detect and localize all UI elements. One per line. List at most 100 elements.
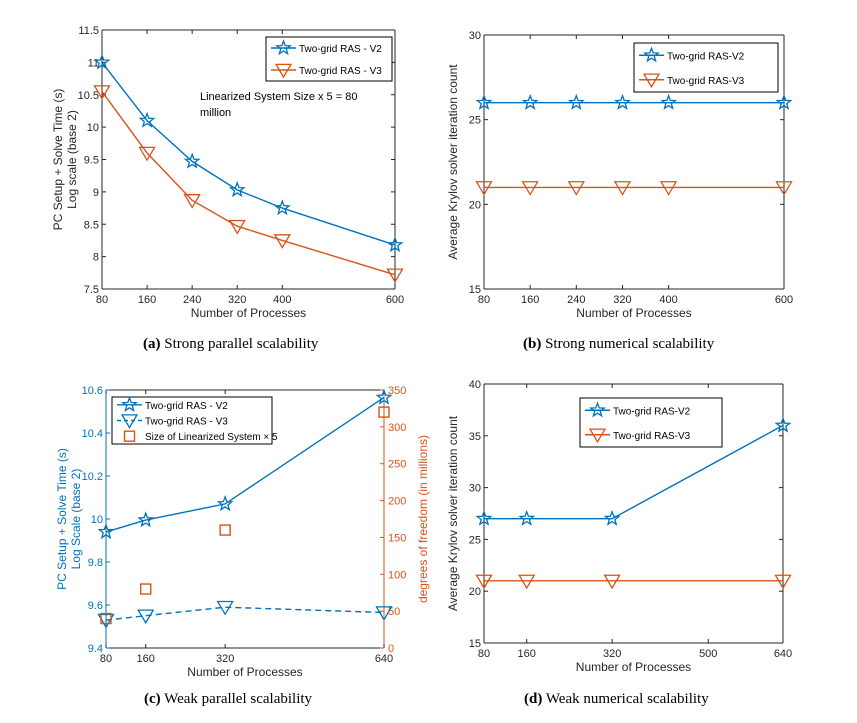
data-point: [375, 606, 393, 621]
caption-d: (d) Weak numerical scalability: [524, 691, 709, 708]
data-point: [93, 85, 111, 100]
data-point: [660, 93, 678, 110]
annotation-text: million: [200, 107, 231, 119]
series-two-grid-ras-v2: [93, 53, 404, 253]
legend-marker: [274, 63, 293, 79]
data-point: [518, 574, 536, 590]
data-point: [375, 388, 393, 405]
y-tick-label: 7.5: [84, 284, 99, 296]
legend-label: Two-grid RAS - V3: [145, 417, 228, 428]
legend-label: Two-grid RAS-V3: [667, 76, 745, 87]
x-tick-label: 320: [216, 653, 234, 665]
y-tick-label: 9.5: [84, 155, 99, 167]
series-line: [484, 424, 784, 520]
caption-b-text: Strong numerical scalability: [545, 336, 715, 352]
y-right-tick-label: 300: [388, 422, 406, 434]
data-point: [228, 181, 246, 198]
y-right-tick-label: 100: [388, 569, 406, 581]
x-tick-label: 80: [478, 648, 490, 660]
chart-a: 80 160 240 320 400 600 7.5 8 8.5 9 9.5 10 10.5 11 11.5…: [51, 25, 404, 320]
data-point: [219, 524, 231, 536]
y-tick-label: 40: [469, 379, 481, 391]
y-right-tick-label: 250: [388, 459, 406, 471]
x-tick-label: 320: [228, 294, 246, 306]
series-line: [105, 396, 385, 533]
y-axis-label: PC Setup + Solve Time (s): [51, 89, 65, 231]
data-point: [475, 574, 493, 590]
chart-d: 80 160 320 500 640 15 20 25 30 35 40 Number of Proc…: [446, 379, 792, 674]
y-tick-label: 9.6: [88, 600, 103, 612]
y-tick-label: 10.6: [82, 385, 103, 397]
y-tick-label: 10.4: [82, 428, 103, 440]
y-tick-label: 10: [91, 514, 103, 526]
x-tick-label: 600: [775, 294, 793, 306]
y-tick-label: 25: [469, 115, 481, 127]
y-axis-label: Average Krylov solver iteration count: [446, 64, 460, 260]
data-point: [475, 509, 493, 526]
series-two-grid-ras-v3: [97, 600, 393, 629]
data-point: [567, 181, 585, 196]
x-tick-label: 80: [96, 294, 108, 306]
x-axis-label: Number of Processes: [576, 660, 691, 674]
y-axis-label: PC Setup + Solve Time (s): [55, 448, 69, 590]
y-axis-label: Log scale (base 2): [65, 110, 79, 209]
data-point: [603, 509, 621, 526]
data-point: [216, 495, 234, 512]
y-right-tick-label: 200: [388, 496, 406, 508]
data-point: [475, 181, 493, 196]
legend-label: Two-grid RAS - V2: [145, 401, 228, 412]
annotation-text: Linearized System Size x 5 = 80: [200, 91, 357, 103]
caption-b: (b) Strong numerical scalability: [523, 336, 714, 353]
data-point: [386, 236, 404, 253]
data-point: [97, 613, 115, 629]
y-axis-label: Average Krylov solver iteration count: [446, 415, 460, 611]
y-tick-label: 30: [469, 483, 481, 495]
legend: Two-grid RAS - V2 Two-grid RAS - V3 Size o…: [111, 395, 278, 445]
data-point: [603, 574, 621, 590]
y-tick-label: 15: [469, 638, 481, 650]
data-point: [183, 152, 201, 169]
chart-b: 80 160 240 320 400 600 15 20 25 30 Number of Proce…: [446, 30, 793, 320]
data-point: [93, 53, 111, 70]
legend: Two-grid RAS-V2 Two-grid RAS-V3: [633, 42, 779, 93]
y-tick-label: 9.4: [88, 643, 103, 655]
caption-b-letter: (b): [523, 336, 542, 352]
data-point: [567, 93, 585, 110]
series-line: [101, 61, 396, 246]
y-axis-label: Log Scale (base 2): [69, 469, 83, 570]
data-point: [774, 574, 792, 590]
data-point: [140, 583, 152, 595]
legend: Two-grid RAS-V2 Two-grid RAS-V3: [579, 397, 723, 448]
y-right-tick-label: 50: [388, 606, 400, 618]
series-two-grid-ras-v2: [475, 93, 793, 110]
x-axis-label: Number of Processes: [191, 306, 306, 320]
data-point: [183, 194, 201, 209]
data-point: [475, 93, 493, 110]
x-axis-label: Number of Processes: [187, 665, 302, 679]
legend-label: Two-grid RAS-V3: [613, 431, 691, 442]
caption-d-letter: (d): [524, 691, 543, 707]
x-tick-label: 80: [100, 653, 112, 665]
x-axis-label: Number of Processes: [576, 306, 691, 320]
series-two-grid-ras-v2: [97, 388, 393, 540]
data-point: [273, 234, 291, 249]
x-tick-label: 240: [567, 294, 585, 306]
legend-marker: [588, 428, 607, 444]
x-tick-label: 320: [613, 294, 631, 306]
data-point: [138, 111, 156, 128]
legend-label: Two-grid RAS-V2: [667, 51, 745, 62]
y-tick-label: 10.2: [82, 471, 103, 483]
data-point: [775, 93, 793, 110]
x-tick-label: 400: [659, 294, 677, 306]
data-point: [521, 93, 539, 110]
legend-label: Two-grid RAS - V2: [299, 44, 382, 55]
caption-c-letter: (c): [144, 691, 161, 707]
y-tick-label: 9: [93, 187, 99, 199]
x-tick-label: 160: [138, 294, 156, 306]
caption-a-text: Strong parallel scalability: [164, 336, 319, 352]
legend-marker: [120, 395, 139, 412]
x-tick-label: 600: [386, 294, 404, 306]
x-tick-label: 320: [603, 648, 621, 660]
x-tick-label: 400: [273, 294, 291, 306]
series-two-grid-ras-v3: [475, 574, 792, 590]
